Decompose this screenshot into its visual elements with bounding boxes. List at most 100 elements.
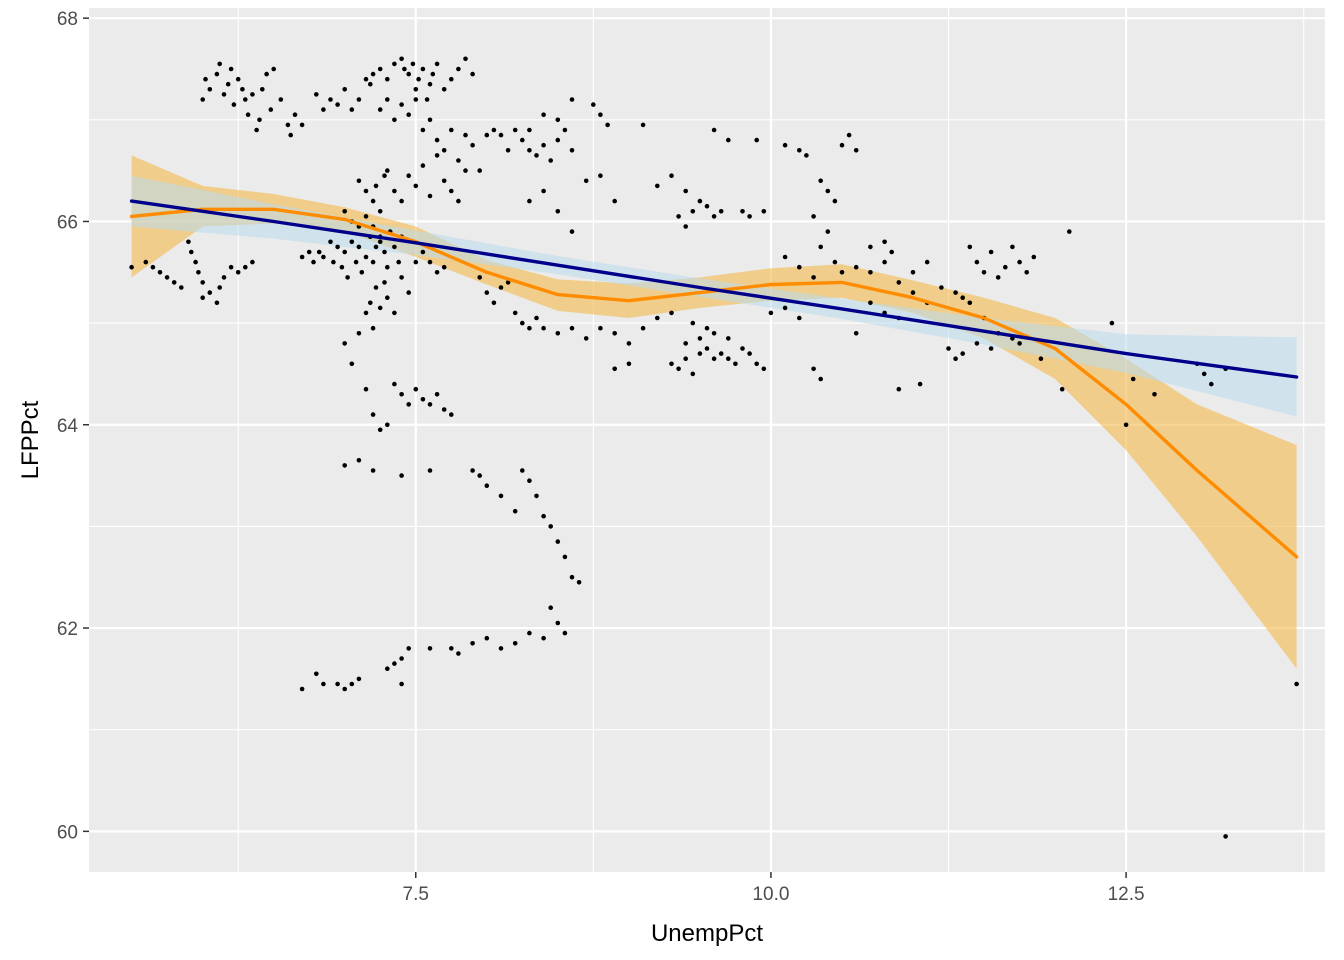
data-point	[214, 71, 220, 77]
data-point	[196, 270, 201, 275]
data-point	[555, 539, 561, 544]
data-point	[392, 117, 397, 123]
data-point	[512, 127, 518, 133]
data-point	[477, 473, 483, 478]
data-point	[335, 244, 340, 250]
data-point	[420, 397, 426, 402]
data-point	[240, 87, 245, 92]
data-point	[484, 483, 490, 489]
data-point	[189, 249, 194, 255]
data-point	[392, 381, 397, 387]
data-point	[406, 173, 412, 178]
data-point	[1003, 264, 1008, 270]
data-point	[299, 686, 305, 692]
smooth-lines	[129, 199, 1299, 559]
data-point	[363, 254, 369, 260]
data-point	[377, 66, 383, 72]
data-point	[171, 280, 177, 285]
data-point	[520, 468, 525, 473]
data-point	[711, 331, 717, 336]
data-point	[498, 285, 504, 290]
data-point	[349, 361, 355, 367]
data-point	[655, 315, 660, 321]
data-point	[288, 132, 294, 138]
data-point	[868, 244, 873, 250]
data-point	[392, 244, 397, 250]
data-point	[825, 229, 831, 234]
data-point	[377, 107, 383, 112]
data-point	[356, 244, 362, 250]
data-point	[413, 87, 419, 92]
data-point	[399, 681, 404, 687]
data-point	[345, 275, 350, 280]
data-point	[711, 214, 717, 219]
data-point	[576, 580, 582, 585]
data-point	[441, 407, 447, 412]
data-point	[214, 300, 220, 306]
data-point	[804, 153, 809, 158]
data-point	[399, 656, 404, 661]
data-point	[726, 356, 731, 362]
x-tick-label: 7.5	[403, 884, 429, 905]
data-point	[413, 259, 419, 265]
data-point	[356, 676, 362, 682]
data-point	[250, 259, 255, 265]
data-point	[718, 351, 724, 356]
data-point	[754, 361, 759, 367]
data-point	[250, 92, 255, 97]
data-point	[420, 66, 426, 72]
data-point	[430, 71, 436, 77]
data-point	[605, 122, 610, 128]
data-point	[382, 280, 387, 285]
data-point	[541, 142, 546, 148]
data-point	[427, 468, 433, 473]
data-point	[368, 300, 373, 306]
data-point	[456, 158, 461, 163]
data-point	[370, 325, 376, 331]
data-point	[449, 76, 454, 82]
data-point	[349, 107, 355, 112]
data-point	[733, 361, 738, 367]
data-point	[363, 386, 369, 392]
data-point	[562, 630, 568, 636]
data-point	[243, 97, 248, 102]
data-point	[676, 366, 681, 372]
data-point	[200, 97, 205, 102]
data-point	[449, 646, 454, 651]
data-point	[612, 331, 617, 336]
data-point	[555, 209, 561, 214]
data-point	[981, 270, 987, 275]
data-point	[505, 280, 511, 285]
data-point	[243, 264, 248, 270]
data-point	[924, 259, 930, 265]
data-point	[1223, 834, 1228, 839]
data-point	[179, 285, 184, 290]
data-point	[399, 56, 404, 62]
data-point	[427, 402, 433, 407]
data-point	[711, 127, 717, 133]
data-point	[449, 188, 454, 194]
data-point	[349, 681, 355, 687]
data-point	[697, 351, 703, 356]
data-point	[612, 198, 617, 204]
data-point	[569, 148, 575, 153]
data-point	[726, 137, 731, 143]
data-point	[441, 178, 447, 184]
data-point	[761, 366, 767, 372]
data-point	[761, 209, 767, 214]
data-point	[399, 392, 404, 397]
data-point	[811, 275, 816, 280]
data-point	[268, 107, 274, 112]
data-point	[363, 310, 369, 316]
data-point	[541, 325, 546, 331]
data-point	[359, 270, 365, 275]
data-point	[782, 142, 788, 148]
data-point	[853, 331, 859, 336]
data-point	[676, 214, 681, 219]
data-point	[882, 239, 887, 245]
data-point	[747, 214, 752, 219]
data-point	[200, 280, 205, 285]
data-point	[427, 646, 433, 651]
data-point	[626, 341, 632, 346]
data-point	[740, 209, 745, 214]
